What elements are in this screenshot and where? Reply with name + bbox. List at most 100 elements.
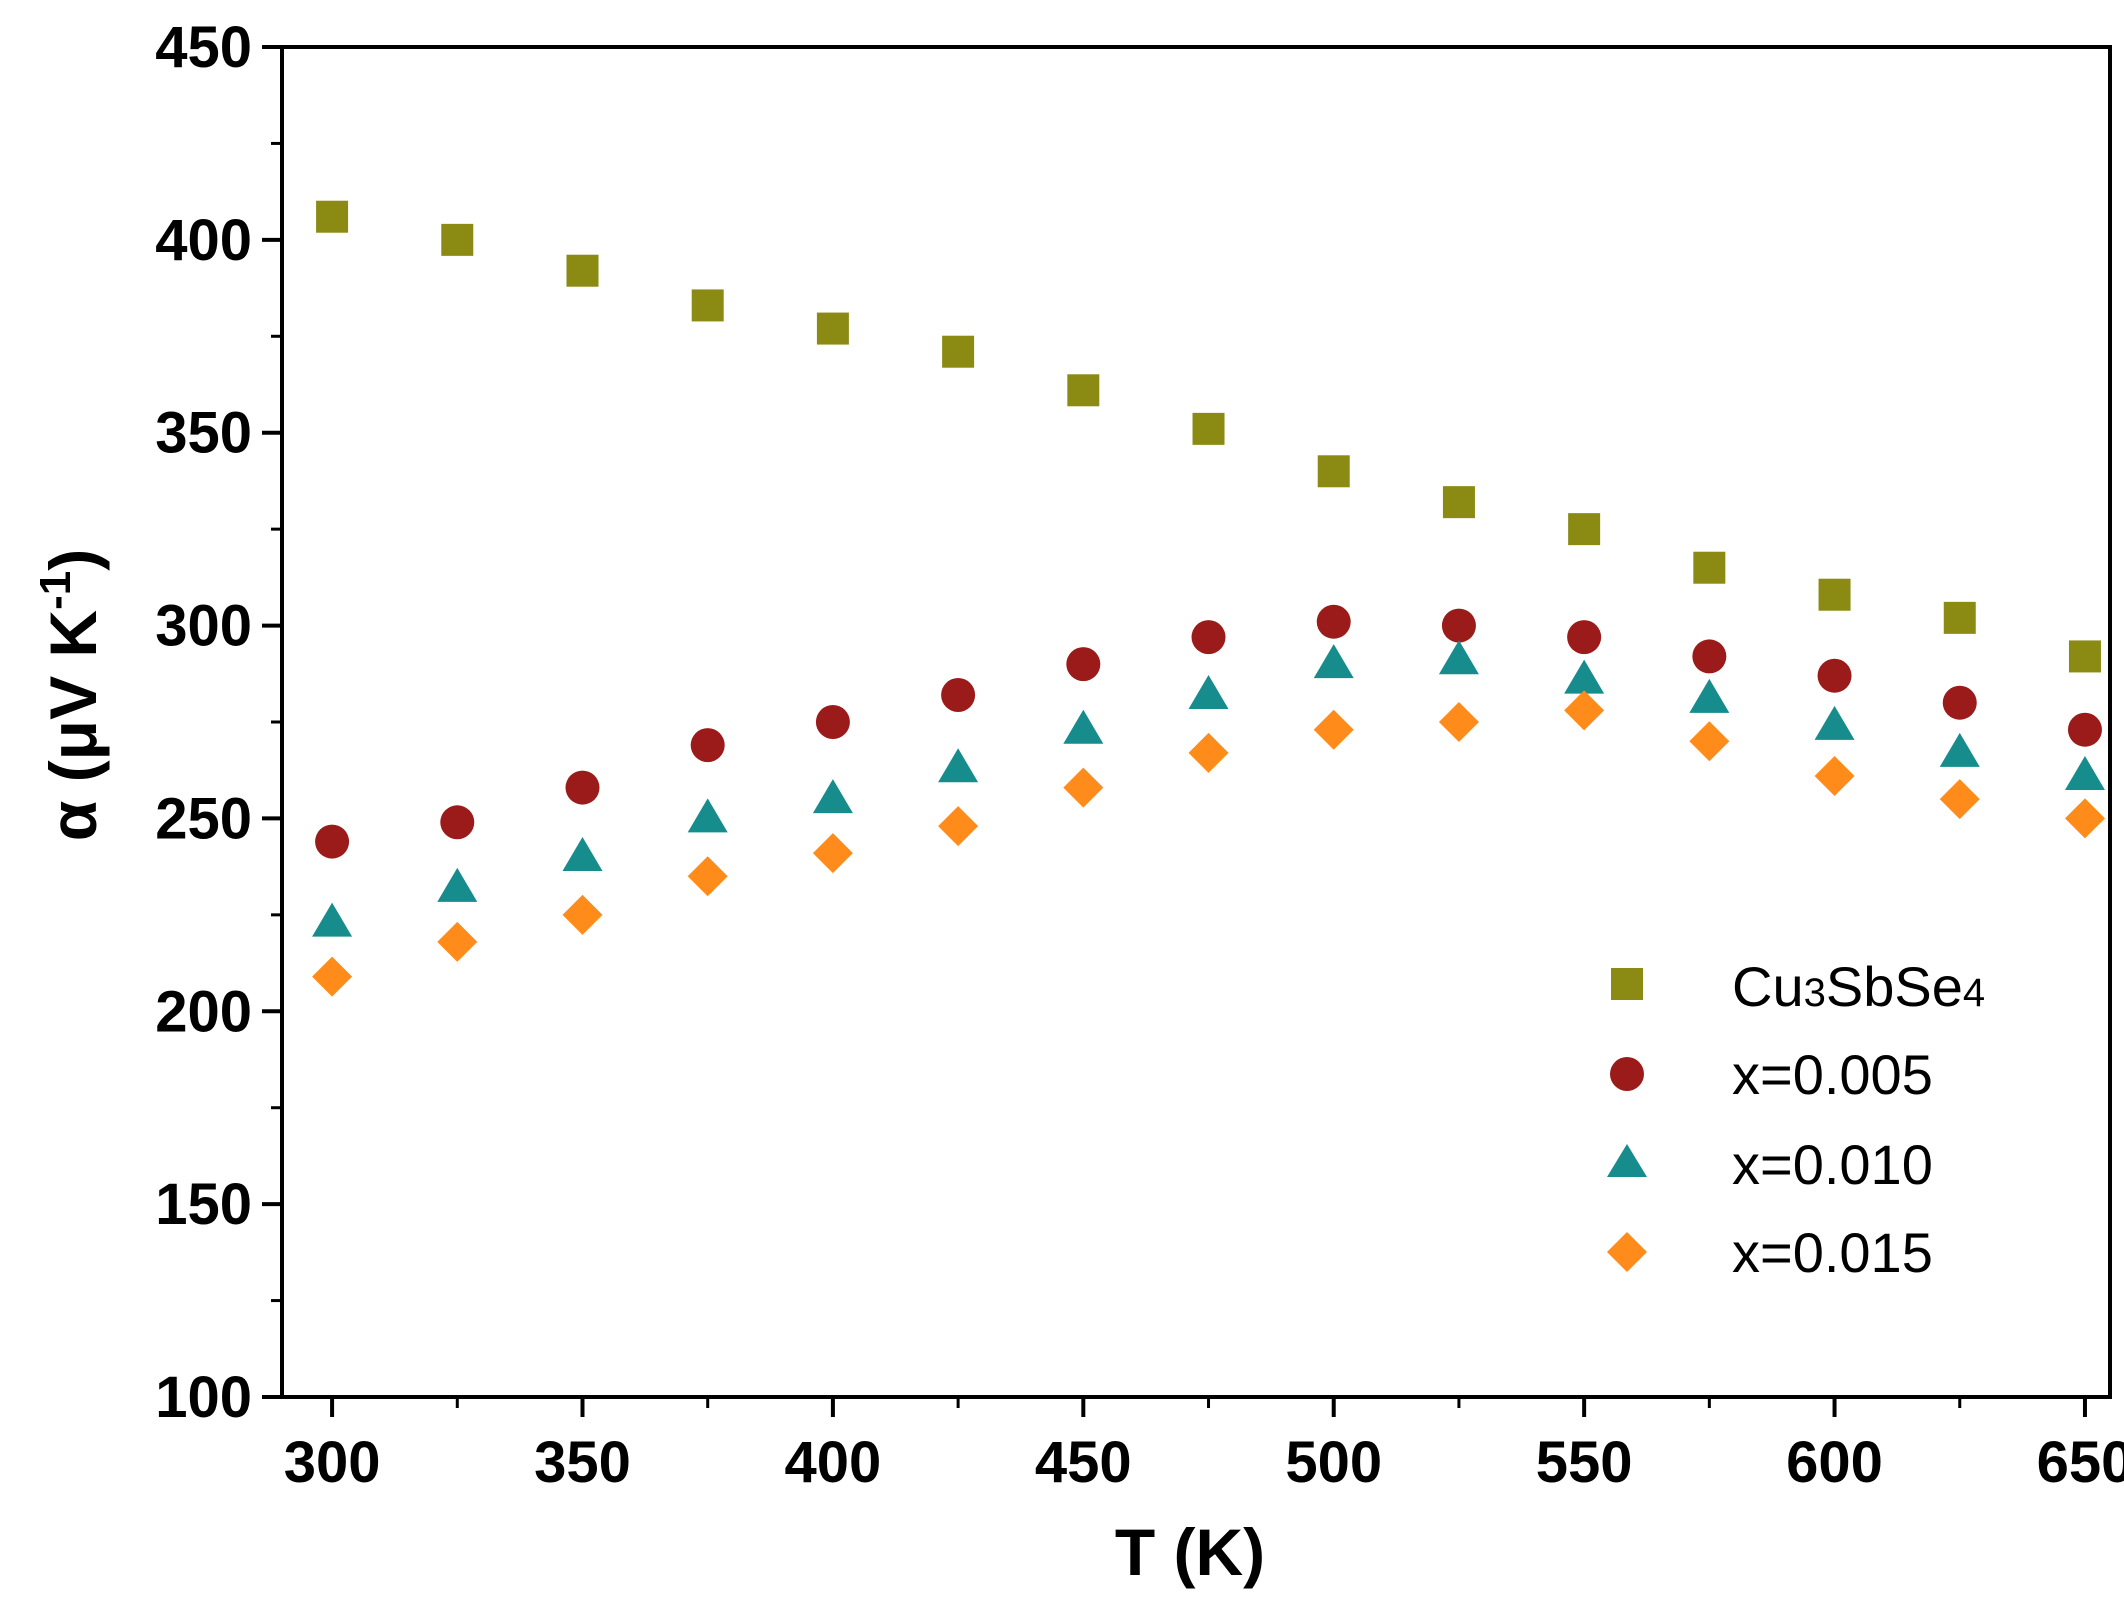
data-point-diamond (562, 894, 603, 935)
data-point-circle (1692, 639, 1727, 674)
y-axis-title-superscript: -1 (31, 571, 80, 610)
legend-label-x0005: x=0.005 (1732, 1043, 1933, 1106)
legend-label-cu3sbse4: Cu3SbSe4 (1732, 955, 1985, 1018)
legend: Cu3SbSe4 x=0.005 x=0.010 x=0.015 (1607, 955, 1985, 1284)
data-point-circle (1191, 620, 1226, 655)
data-point-square (1067, 374, 1100, 407)
data-point-triangle (1188, 675, 1229, 709)
data-point-triangle (1689, 678, 1730, 713)
data-point-triangle (437, 867, 478, 902)
y-tick-label: 200 (155, 979, 252, 1044)
data-point-circle (565, 770, 600, 805)
data-point-triangle (938, 748, 979, 783)
data-point-circle (315, 824, 350, 859)
y-tick-label: 300 (155, 594, 252, 659)
x-tick-label: 400 (785, 1430, 882, 1495)
data-point-diamond (687, 856, 728, 897)
data-point-diamond (1939, 779, 1980, 820)
legend-marker-triangle (1607, 1144, 1647, 1177)
y-axis-title-close: ) (36, 549, 110, 571)
x-tick-label: 500 (1285, 1430, 1382, 1495)
data-point-circle (1567, 620, 1602, 655)
data-point-diamond (1188, 732, 1229, 773)
data-point-triangle (1063, 709, 1104, 744)
data-point-square (1442, 486, 1475, 519)
data-point-triangle (2064, 756, 2105, 790)
data-point-triangle (1564, 659, 1605, 694)
y-tick-label: 450 (155, 15, 252, 80)
data-point-circle (1942, 685, 1977, 720)
legend-item-cu3sbse4: Cu3SbSe4 (1611, 955, 1985, 1018)
y-tick-label: 100 (155, 1365, 252, 1430)
series-x0015 (312, 690, 2105, 997)
data-point-triangle (1438, 640, 1479, 675)
x-tick-label: 350 (534, 1430, 631, 1495)
legend-item-x0010: x=0.010 (1607, 1133, 1933, 1196)
data-point-diamond (938, 806, 979, 847)
legend-marker-square (1611, 968, 1643, 1000)
data-point-circle (2067, 712, 2102, 747)
data-point-circle (1817, 658, 1852, 693)
legend-label-x0015: x=0.015 (1732, 1221, 1933, 1284)
y-tick-label: 400 (155, 208, 252, 273)
data-point-square (1317, 455, 1350, 488)
y-axis-title-main: α (μV K (36, 610, 110, 842)
data-point-triangle (1814, 705, 1855, 740)
y-tick-label: 150 (155, 1172, 252, 1237)
data-point-square (1568, 513, 1601, 546)
x-tick-label: 450 (1035, 1430, 1132, 1495)
data-point-diamond (312, 956, 353, 997)
data-point-square (1943, 601, 1976, 634)
data-point-triangle (1939, 732, 1980, 767)
data-point-square (2068, 640, 2101, 673)
x-axis-title: T (K) (1115, 1515, 1265, 1589)
legend-marker-circle (1610, 1057, 1644, 1091)
data-point-square (1192, 412, 1225, 445)
data-point-diamond (1063, 767, 1104, 808)
tick-marks (262, 45, 2087, 1417)
legend-marker-diamond (1607, 1232, 1647, 1272)
data-point-diamond (1689, 721, 1730, 762)
y-tick-label: 250 (155, 786, 252, 851)
legend-label-x0010: x=0.010 (1732, 1133, 1933, 1196)
legend-item-x0005: x=0.005 (1610, 1043, 1933, 1106)
data-point-diamond (2064, 798, 2105, 839)
series-cu3sbse4 (316, 200, 2101, 673)
series-x0005 (315, 604, 2102, 859)
data-point-square (441, 223, 474, 256)
data-point-diamond (1313, 709, 1354, 750)
data-point-triangle (562, 837, 603, 871)
data-point-square (691, 289, 724, 322)
data-point-triangle (687, 798, 728, 833)
y-tick-label: 350 (155, 401, 252, 466)
x-tick-label: 550 (1536, 1430, 1633, 1495)
data-point-square (1818, 578, 1851, 611)
series-x0010 (312, 640, 2105, 937)
data-point-circle (690, 728, 725, 763)
data-point-diamond (812, 833, 853, 874)
data-point-circle (815, 705, 850, 739)
data-point-square (942, 335, 975, 368)
data-point-diamond (1438, 702, 1479, 742)
x-tick-label: 300 (284, 1430, 381, 1495)
x-tick-label: 600 (1786, 1430, 1883, 1495)
data-point-square (816, 312, 849, 345)
data-point-triangle (812, 779, 853, 814)
data-point-square (566, 254, 599, 287)
data-point-diamond (1814, 756, 1855, 796)
legend-item-x0015: x=0.015 (1607, 1221, 1933, 1284)
data-point-circle (941, 678, 976, 712)
data-point-square (316, 200, 349, 233)
data-point-circle (1441, 608, 1476, 643)
data-point-triangle (1313, 644, 1354, 679)
data-point-square (1693, 551, 1726, 584)
data-point-diamond (437, 921, 478, 962)
x-tick-label: 650 (2037, 1430, 2124, 1495)
data-point-circle (1316, 604, 1351, 639)
data-point-circle (440, 805, 475, 840)
data-point-triangle (312, 902, 353, 937)
data-point-diamond (1564, 690, 1605, 731)
tick-labels: 300 350 400 450 500 550 600 650 100 150 200 250 300 3… (155, 15, 2124, 1495)
y-axis-title: α (μV K-1) (31, 549, 110, 841)
